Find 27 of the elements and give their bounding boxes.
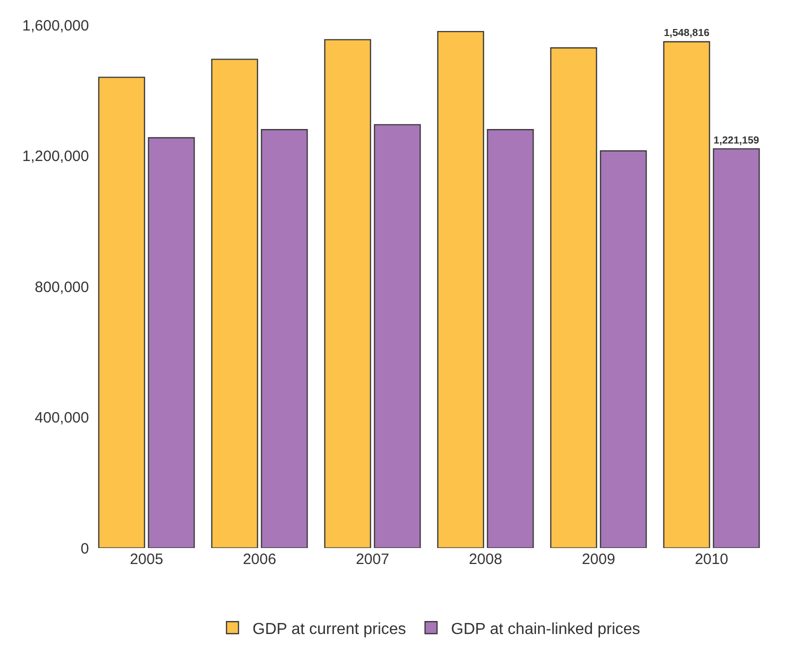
bar — [663, 41, 710, 548]
bar — [486, 129, 534, 548]
bar — [374, 124, 421, 548]
bar — [260, 129, 308, 548]
x-tick-label: 2006 — [242, 551, 276, 568]
x-tick-label: 2007 — [356, 551, 390, 568]
legend-label: GDP at current prices — [252, 620, 406, 638]
x-tick-label: 2010 — [694, 551, 728, 568]
bar — [600, 150, 647, 548]
bar — [324, 39, 372, 548]
legend-label: GDP at chain-linked prices — [451, 620, 640, 638]
bar — [712, 148, 760, 548]
y-tick-label: 1,200,000 — [22, 148, 89, 165]
y-tick-label: 800,000 — [34, 278, 89, 296]
bar — [550, 47, 598, 548]
bar — [148, 137, 195, 548]
bar — [437, 30, 484, 548]
x-tick-label: 2005 — [130, 551, 164, 568]
data-label: 1,221,159 — [714, 135, 760, 146]
data-label: 1,548,816 — [664, 28, 710, 40]
bar — [211, 58, 258, 548]
y-tick-label: 1,600,000 — [22, 17, 89, 34]
y-tick-label: 0 — [80, 540, 89, 558]
bar — [98, 76, 146, 548]
y-tick-label: 400,000 — [34, 410, 89, 426]
x-tick-label: 2009 — [582, 551, 616, 568]
x-tick-label: 2008 — [468, 551, 502, 568]
